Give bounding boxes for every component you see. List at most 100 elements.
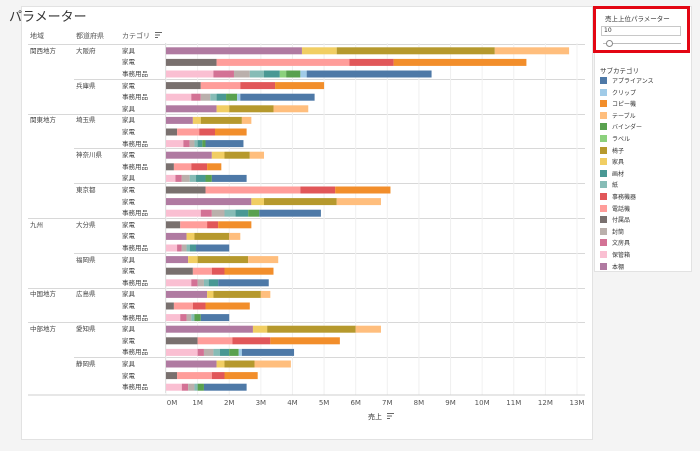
bar-segment[interactable]	[219, 348, 230, 356]
legend-item[interactable]: ラベル	[600, 134, 630, 143]
bar-segment[interactable]	[197, 348, 204, 356]
bar-segment[interactable]	[181, 174, 190, 182]
bar-segment[interactable]	[191, 314, 195, 322]
bar-segment[interactable]	[180, 221, 208, 229]
bar-segment[interactable]	[166, 372, 178, 380]
parameter-slider-track[interactable]	[603, 43, 681, 44]
bar-segment[interactable]	[241, 116, 252, 124]
bar-segment[interactable]	[200, 314, 230, 322]
legend-item[interactable]: アプライアンス	[600, 76, 654, 85]
bar-segment[interactable]	[192, 302, 206, 310]
legend-item[interactable]: 画材	[600, 169, 624, 178]
bar-segment[interactable]	[197, 140, 203, 148]
bar-segment[interactable]	[166, 267, 193, 275]
bar-segment[interactable]	[166, 302, 174, 310]
bar-segment[interactable]	[166, 58, 217, 66]
bar-segment[interactable]	[188, 383, 195, 391]
bar-segment[interactable]	[210, 93, 217, 101]
bar-segment[interactable]	[197, 383, 204, 391]
bar-segment[interactable]	[207, 221, 219, 229]
bar-segment[interactable]	[188, 256, 198, 264]
bar-segment[interactable]	[306, 70, 432, 78]
legend-item[interactable]: バインダー	[600, 122, 642, 131]
bar-segment[interactable]	[166, 186, 206, 194]
bar-segment[interactable]	[260, 290, 271, 298]
bar-segment[interactable]	[189, 174, 197, 182]
bar-segment[interactable]	[240, 82, 276, 90]
bar-segment[interactable]	[194, 383, 198, 391]
parameter-slider-handle[interactable]	[606, 40, 613, 47]
bar-segment[interactable]	[237, 93, 241, 101]
legend-item[interactable]: コピー機	[600, 99, 636, 108]
bar-segment[interactable]	[200, 116, 242, 124]
bar-segment[interactable]	[166, 256, 189, 264]
legend-item[interactable]: 保管箱	[600, 250, 630, 259]
legend-item[interactable]: 紙	[600, 180, 618, 189]
bar-segment[interactable]	[207, 290, 214, 298]
bar-segment[interactable]	[393, 58, 527, 66]
bar-segment[interactable]	[177, 372, 212, 380]
bar-segment[interactable]	[213, 348, 220, 356]
bar-segment[interactable]	[194, 314, 201, 322]
bar-segment[interactable]	[180, 314, 187, 322]
bar-segment[interactable]	[211, 267, 225, 275]
bar-segment[interactable]	[186, 244, 190, 252]
bar-segment[interactable]	[200, 82, 241, 90]
bar-segment[interactable]	[211, 209, 225, 217]
bar-segment[interactable]	[270, 337, 340, 345]
bar-segment[interactable]	[166, 105, 217, 113]
bar-segment[interactable]	[226, 93, 238, 101]
bar-segment[interactable]	[200, 93, 211, 101]
bar-segment[interactable]	[192, 116, 201, 124]
bar-segment[interactable]	[336, 198, 381, 206]
bar-segment[interactable]	[241, 348, 295, 356]
bar-segment[interactable]	[166, 383, 182, 391]
legend-item[interactable]: 家具	[600, 157, 624, 166]
bar-segment[interactable]	[275, 82, 325, 90]
bar-segment[interactable]	[166, 198, 252, 206]
bar-segment[interactable]	[166, 325, 253, 333]
bar-segment[interactable]	[205, 302, 250, 310]
bar-segment[interactable]	[196, 174, 206, 182]
bar-segment[interactable]	[224, 209, 236, 217]
bar-segment[interactable]	[203, 383, 247, 391]
bar-segment[interactable]	[196, 244, 230, 252]
bar-segment[interactable]	[189, 244, 197, 252]
bar-segment[interactable]	[208, 279, 219, 287]
bar-segment[interactable]	[249, 151, 265, 159]
parameter-input[interactable]: 10	[601, 26, 681, 36]
bar-segment[interactable]	[181, 383, 189, 391]
bar-segment[interactable]	[177, 244, 182, 252]
bar-segment[interactable]	[166, 128, 178, 136]
bar-segment[interactable]	[166, 209, 201, 217]
bar-segment[interactable]	[240, 93, 315, 101]
bar-segment[interactable]	[166, 174, 176, 182]
bar-segment[interactable]	[205, 186, 301, 194]
bar-segment[interactable]	[166, 360, 217, 368]
bar-segment[interactable]	[166, 279, 192, 287]
bar-segment[interactable]	[235, 209, 249, 217]
bar-segment[interactable]	[166, 290, 208, 298]
legend-item[interactable]: 付属品	[600, 215, 630, 224]
legend-item[interactable]: 椅子	[600, 146, 624, 155]
bar-segment[interactable]	[300, 70, 307, 78]
bar-segment[interactable]	[197, 337, 233, 345]
bar-segment[interactable]	[229, 105, 274, 113]
bar-segment[interactable]	[203, 279, 209, 287]
bar-segment[interactable]	[252, 325, 268, 333]
legend-item[interactable]: テーブル	[600, 111, 636, 120]
bar-segment[interactable]	[213, 70, 234, 78]
bar-segment[interactable]	[194, 140, 198, 148]
legend-item[interactable]: 本棚	[600, 262, 624, 271]
bar-segment[interactable]	[224, 372, 258, 380]
legend-item[interactable]: 文房具	[600, 238, 630, 247]
bar-segment[interactable]	[238, 348, 242, 356]
sort-icon[interactable]	[155, 32, 163, 40]
bar-segment[interactable]	[186, 232, 195, 240]
bar-segment[interactable]	[203, 348, 214, 356]
bar-segment[interactable]	[301, 47, 337, 55]
bar-segment[interactable]	[166, 348, 198, 356]
category-header[interactable]: カテゴリ	[122, 31, 163, 41]
bar-segment[interactable]	[215, 128, 247, 136]
bar-segment[interactable]	[233, 70, 250, 78]
